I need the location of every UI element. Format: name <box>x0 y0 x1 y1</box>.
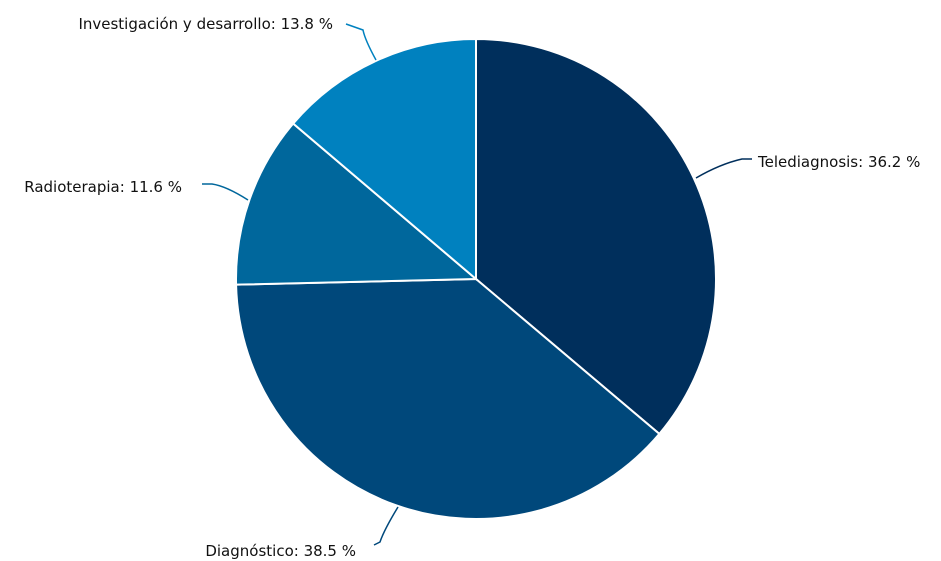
slice-data-label: Telediagnosis: 36.2 % <box>757 153 920 171</box>
connectors-layer <box>202 23 752 546</box>
pie-slice-telediagnosis[interactable] <box>475 37 717 436</box>
label-connector <box>695 158 752 179</box>
pie-slice-diagnóstico[interactable] <box>235 277 661 520</box>
label-connector <box>202 183 249 201</box>
slice-data-label: Diagnóstico: 38.5 % <box>205 542 356 560</box>
slices-layer <box>235 37 717 520</box>
labels-layer: Telediagnosis: 36.2 % Diagnóstico: 38.5 %… <box>24 15 920 560</box>
pie-slice-investigación-y-desarrollo[interactable] <box>291 37 477 282</box>
slice-data-label: Radioterapia: 11.6 % <box>24 178 182 196</box>
label-connector <box>345 23 377 61</box>
pie-slice-radioterapia[interactable] <box>235 122 479 286</box>
slice-data-label: Investigación y desarrollo: 13.8 % <box>78 15 333 33</box>
label-connector <box>373 506 399 546</box>
